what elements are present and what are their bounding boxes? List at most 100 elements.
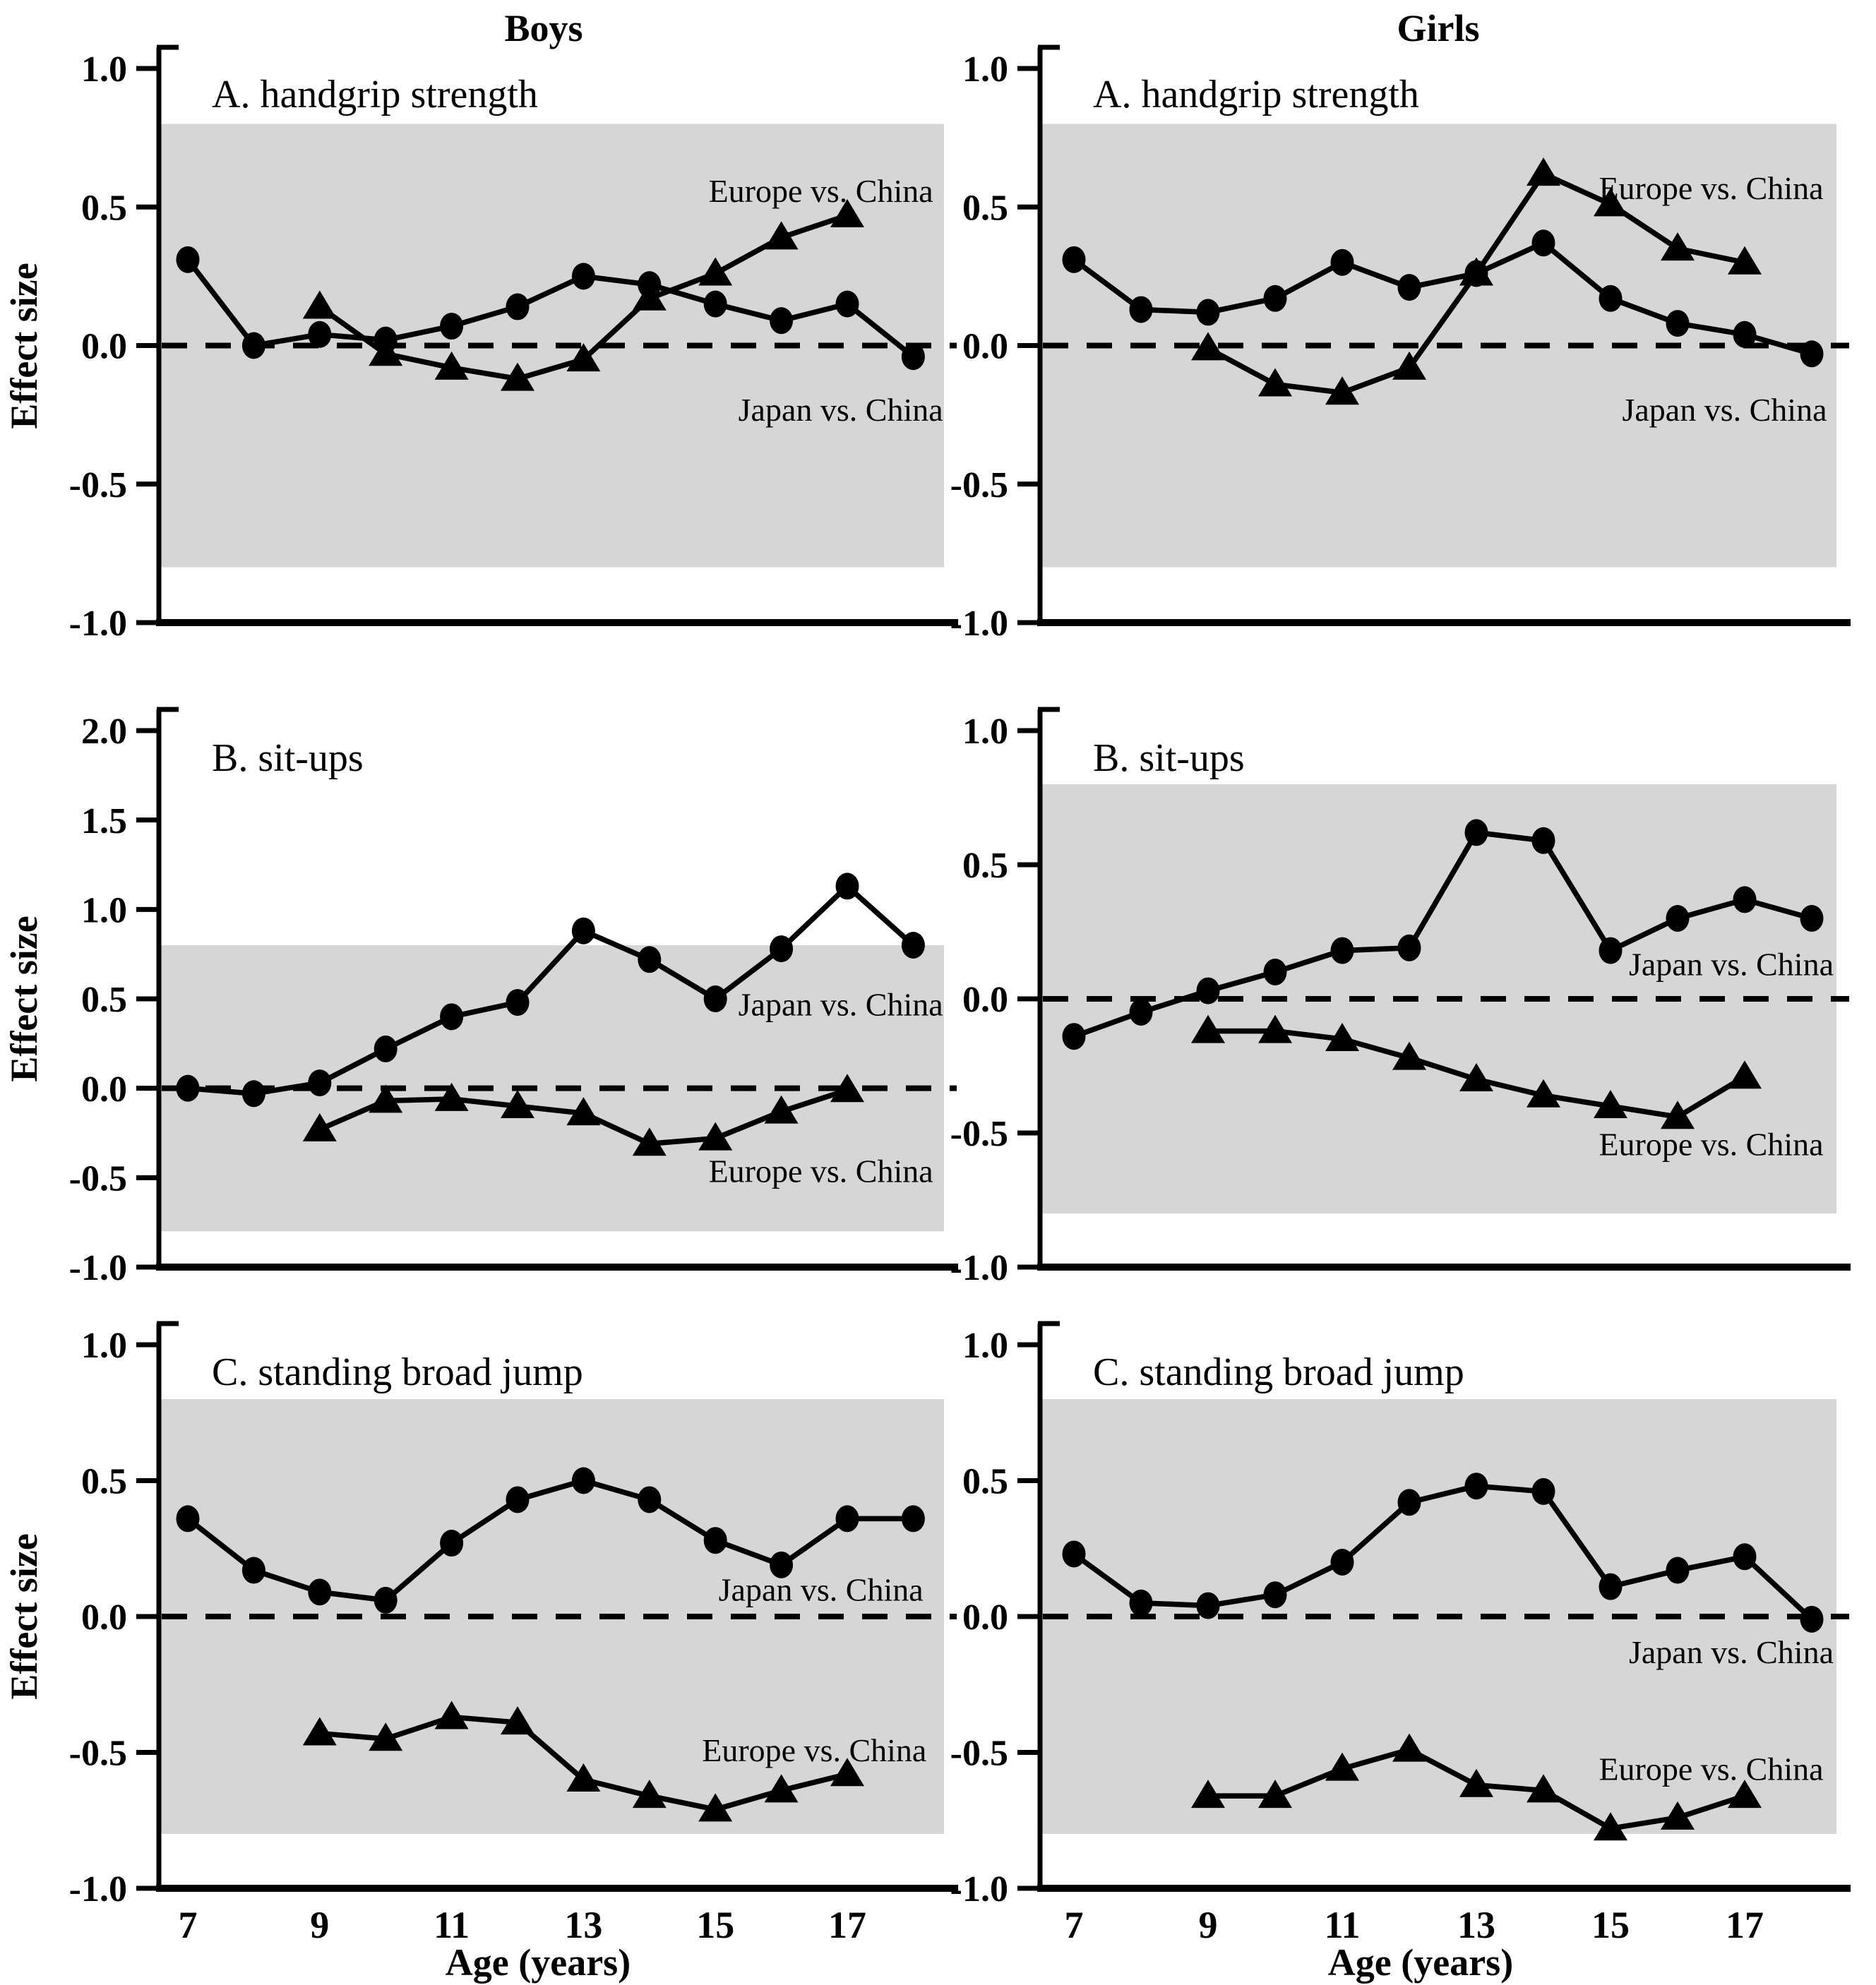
y-axis-tick-label: 0.5 bbox=[962, 846, 1008, 886]
x-axis-tick-label: 13 bbox=[1457, 1904, 1495, 1946]
y-axis-tick-label: 0.5 bbox=[81, 980, 127, 1020]
x-axis-title-boys: Age (years) bbox=[446, 1941, 631, 1984]
data-point-triangle bbox=[632, 1780, 667, 1809]
y-axis-tick-label: 0.0 bbox=[81, 327, 127, 367]
y-axis-tick-label: 0.0 bbox=[962, 327, 1008, 367]
data-point-circle bbox=[1599, 1573, 1623, 1600]
data-point-circle bbox=[1263, 959, 1287, 985]
data-point-circle bbox=[176, 1074, 200, 1102]
data-point-triangle bbox=[632, 1127, 667, 1156]
data-point-circle bbox=[1397, 274, 1421, 301]
data-point-circle bbox=[1062, 246, 1086, 273]
x-axis-tick-label: 15 bbox=[1591, 1904, 1630, 1946]
data-point-triangle bbox=[1527, 157, 1560, 186]
data-point-circle bbox=[1599, 937, 1623, 964]
data-point-triangle bbox=[501, 1706, 534, 1735]
data-point-circle bbox=[703, 290, 727, 318]
data-point-circle bbox=[374, 326, 398, 354]
series-label: Europe vs. China bbox=[709, 1153, 933, 1189]
panel-boys-situps: Europe vs. China Japan vs. China 2.0 1.5 1.0… bbox=[69, 707, 958, 1288]
data-point-triangle bbox=[698, 1793, 733, 1822]
x-axis-tick-label: 7 bbox=[179, 1904, 198, 1946]
panel-girls-situps: Europe vs. China Japan vs. China 1.0 0.5 0.0… bbox=[950, 707, 1851, 1288]
series-label: Japan vs. China bbox=[719, 1572, 924, 1608]
data-point-triangle bbox=[566, 343, 601, 372]
x-axis-tick-label: 7 bbox=[1065, 1904, 1084, 1946]
data-point-circle bbox=[374, 1035, 398, 1062]
data-point-triangle bbox=[1661, 232, 1695, 261]
data-point-triangle bbox=[1258, 1780, 1292, 1809]
y-axis-tick-label: 0.5 bbox=[962, 1462, 1008, 1502]
series-label: Europe vs. China bbox=[702, 1732, 926, 1768]
y-axis-tick-label: 0.5 bbox=[81, 188, 127, 228]
data-point-triangle bbox=[1325, 1752, 1359, 1781]
data-point-circle bbox=[638, 946, 662, 973]
data-point-circle bbox=[901, 343, 925, 371]
data-point-triangle bbox=[1258, 1014, 1292, 1043]
series-label: Europe vs. China bbox=[1599, 1126, 1823, 1162]
data-point-circle bbox=[1129, 999, 1153, 1026]
data-point-circle bbox=[1196, 977, 1220, 1005]
data-point-triangle bbox=[1459, 1063, 1493, 1091]
data-point-triangle bbox=[1527, 1774, 1560, 1803]
data-point-circle bbox=[1062, 1023, 1086, 1050]
data-point-triangle bbox=[1661, 1101, 1695, 1129]
data-point-triangle bbox=[302, 1717, 337, 1746]
y-axis-tick-label: 1.0 bbox=[962, 1326, 1008, 1366]
data-point-circle bbox=[638, 1486, 662, 1513]
data-point-circle bbox=[506, 293, 530, 320]
y-axis-tick-label: -0.5 bbox=[69, 465, 127, 505]
data-point-circle bbox=[374, 1586, 398, 1614]
data-point-triangle bbox=[1392, 1041, 1426, 1070]
series-label: Europe vs. China bbox=[709, 173, 933, 209]
y-axis-tick-label: 1.5 bbox=[81, 801, 127, 841]
y-axis-tick-label: 1.0 bbox=[81, 1326, 127, 1366]
data-point-triangle bbox=[501, 1090, 534, 1118]
panel-title-boys-jump: C. standing broad jump bbox=[212, 1350, 583, 1394]
data-point-circle bbox=[1464, 260, 1488, 287]
data-point-circle bbox=[241, 1557, 265, 1584]
data-point-circle bbox=[1800, 340, 1824, 368]
data-point-circle bbox=[1733, 320, 1757, 348]
data-point-circle bbox=[770, 1551, 794, 1578]
column-title-girls: Girls bbox=[1397, 7, 1480, 49]
data-point-circle bbox=[308, 1578, 332, 1606]
y-axis-tick-label: 1.0 bbox=[962, 49, 1008, 90]
data-point-circle bbox=[176, 246, 200, 273]
y-axis-tick-label: -0.5 bbox=[950, 1734, 1008, 1774]
panel-title-girls-handgrip: A. handgrip strength bbox=[1093, 73, 1419, 116]
data-point-circle bbox=[1666, 1557, 1690, 1584]
data-point-circle bbox=[835, 290, 859, 318]
y-axis-tick-label: 0.0 bbox=[81, 1597, 127, 1638]
data-point-circle bbox=[1330, 1549, 1354, 1576]
y-axis-tick-label: 0.0 bbox=[962, 980, 1008, 1020]
data-point-triangle bbox=[1392, 1733, 1426, 1762]
data-point-triangle bbox=[566, 1097, 601, 1126]
series-label: Japan vs. China bbox=[739, 392, 943, 428]
data-point-triangle bbox=[501, 362, 534, 391]
y-axis-tick-label: -0.5 bbox=[69, 1734, 127, 1774]
y-axis-tick-label: 2.0 bbox=[81, 712, 127, 752]
data-point-triangle bbox=[434, 351, 469, 380]
panel-title-girls-jump: C. standing broad jump bbox=[1093, 1350, 1464, 1394]
data-point-circle bbox=[770, 307, 794, 335]
data-point-circle bbox=[241, 332, 265, 359]
data-point-circle bbox=[1733, 886, 1757, 913]
data-point-circle bbox=[1062, 1540, 1086, 1568]
x-axis-tick-label: 15 bbox=[696, 1904, 734, 1946]
data-point-triangle bbox=[1191, 332, 1225, 361]
data-point-circle bbox=[241, 1080, 265, 1108]
panel-title-boys-handgrip: A. handgrip strength bbox=[212, 73, 538, 116]
data-point-triangle bbox=[1191, 1014, 1225, 1043]
y-axis-tick-label: -0.5 bbox=[950, 465, 1008, 505]
data-point-circle bbox=[571, 1467, 595, 1494]
data-point-circle bbox=[1196, 1592, 1220, 1619]
y-axis-title-row-a: Effect size bbox=[3, 263, 45, 428]
data-point-circle bbox=[571, 917, 595, 944]
data-point-circle bbox=[1263, 1581, 1287, 1609]
data-point-circle bbox=[1330, 248, 1354, 276]
data-point-triangle bbox=[1392, 351, 1426, 380]
data-point-triangle bbox=[1594, 1090, 1627, 1118]
data-point-triangle bbox=[764, 1095, 799, 1124]
